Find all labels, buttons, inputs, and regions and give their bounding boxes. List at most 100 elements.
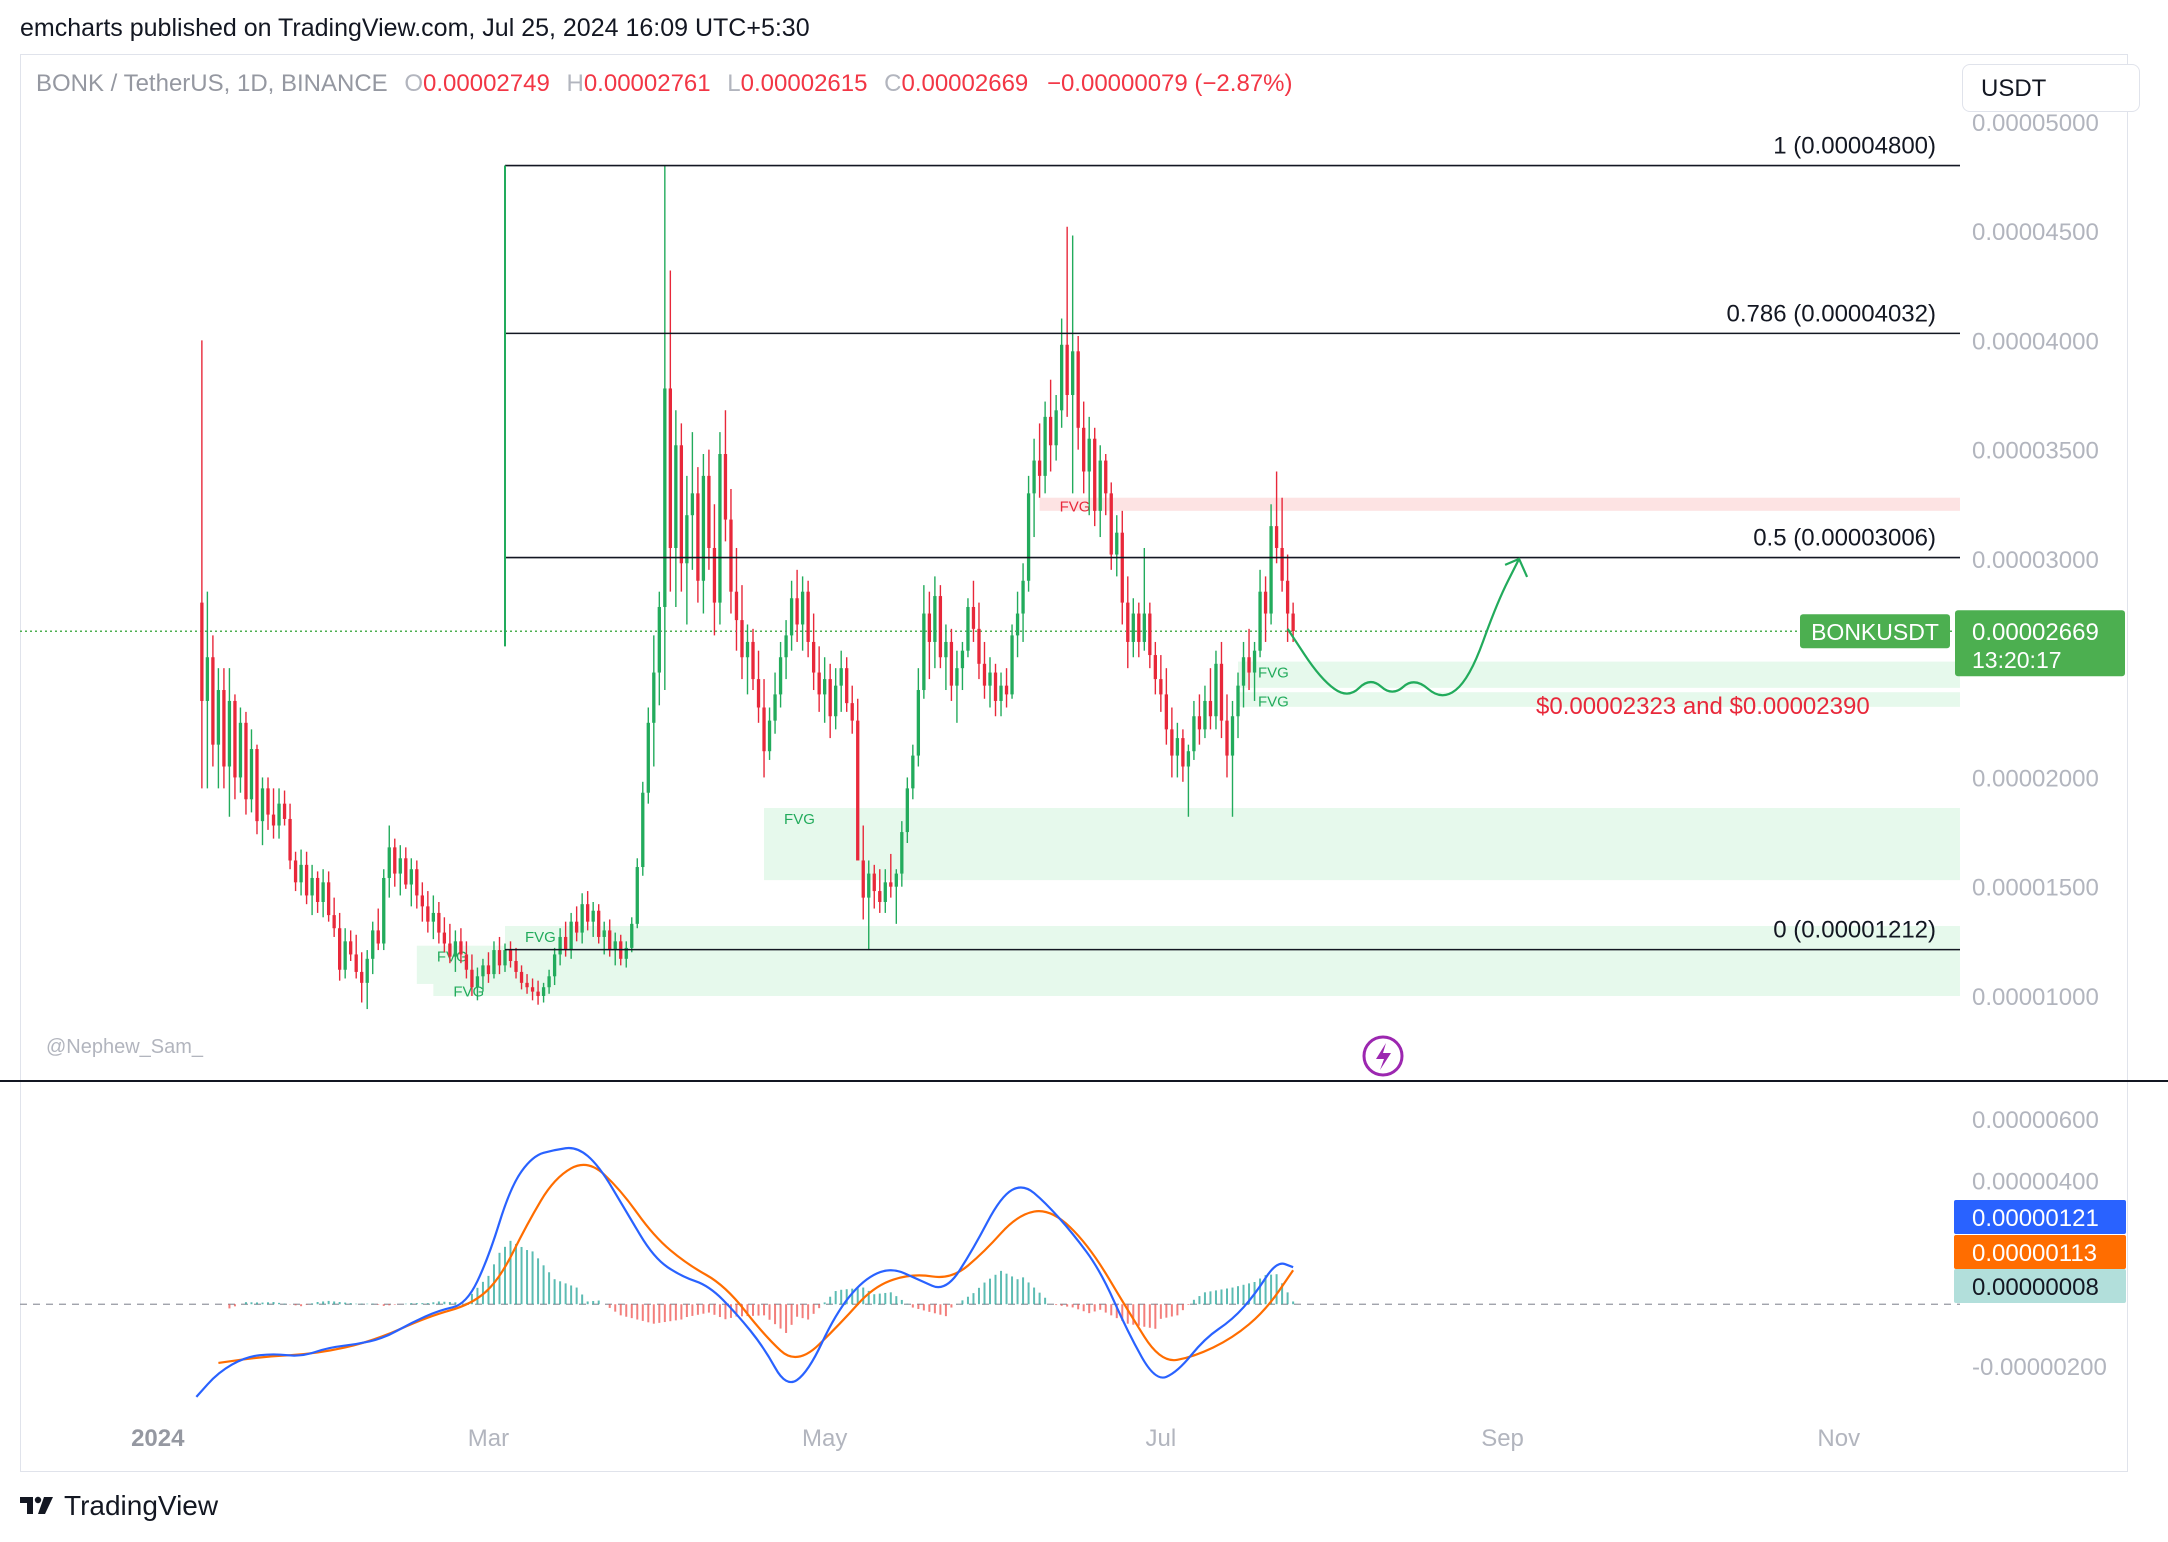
candle-body: [933, 596, 937, 642]
candle-body: [558, 936, 562, 955]
fvg-label: FVG: [453, 983, 484, 1000]
candle-body: [1093, 438, 1097, 511]
candle-body: [817, 672, 821, 695]
candle-body: [756, 679, 761, 708]
fvg-label: FVG: [784, 811, 815, 828]
candle-body: [1021, 580, 1025, 614]
macd-tick-label: 0.00000400: [1972, 1169, 2099, 1196]
candle-body: [988, 672, 992, 686]
candle-body: [1109, 493, 1113, 555]
candle-body: [1142, 613, 1146, 642]
candle-body: [459, 941, 463, 955]
tradingview-footer[interactable]: TradingView: [20, 1490, 218, 1522]
price-tick-label: 0.00003000: [1972, 547, 2099, 574]
candle-body: [778, 657, 783, 695]
macd-value-tag-text: 0.00000121: [1972, 1205, 2099, 1232]
fib-level-label: 0 (0.00001212): [1773, 917, 1936, 944]
price-pane: FVG FVG FVG FVG FVG FVG FVG 1 (0.00004800) 0.786…: [20, 133, 1961, 1077]
candle-body: [751, 641, 755, 680]
candle-body: [1236, 685, 1240, 717]
candle-body: [530, 987, 535, 992]
candle-body: [442, 932, 447, 944]
candle-body: [845, 668, 849, 704]
candle-body: [1186, 751, 1191, 767]
fvg-label: FVG: [437, 949, 468, 966]
x-tick-label: May: [802, 1425, 847, 1452]
candle-body: [1263, 591, 1268, 614]
candle-body: [1291, 613, 1295, 632]
fvg-label: FVG: [525, 929, 556, 946]
candle-body: [646, 722, 650, 793]
macd-value-tag: 0.00000121: [1954, 1200, 2126, 1234]
candle-body: [415, 869, 419, 896]
candle-body: [255, 749, 259, 822]
candle-body: [883, 882, 887, 902]
candle-body: [1230, 716, 1235, 756]
candle-body: [1054, 410, 1058, 446]
macd-value-tag: 0.00000008: [1954, 1269, 2126, 1303]
candle-body: [712, 547, 717, 603]
candle-body: [282, 803, 287, 819]
symbol-line: BONK / TetherUS, 1D, BINANCE: [36, 70, 388, 97]
candle-body: [453, 941, 458, 957]
candle-body: [514, 960, 518, 972]
candle-body: [955, 668, 959, 686]
candle-body: [834, 685, 838, 717]
fvg-zone: [1238, 661, 1960, 688]
candle-body: [448, 943, 452, 957]
fvg-label: FVG: [1060, 498, 1091, 515]
candle-body: [679, 445, 684, 564]
price-tag-countdown: 13:20:17: [1972, 647, 2062, 673]
projection-arrowhead: [1504, 557, 1529, 578]
candle-body: [900, 832, 904, 874]
ohlc-legend: BONK / TetherUS, 1D, BINANCE O0.00002749…: [36, 70, 1292, 98]
candle-body: [668, 388, 672, 548]
x-tick-label: Nov: [1817, 1425, 1860, 1452]
candle-body: [740, 620, 744, 658]
candle-body: [867, 873, 871, 898]
candle-body: [349, 941, 353, 955]
candle-body: [1252, 650, 1257, 673]
candle-body: [1219, 663, 1224, 721]
candle-body: [922, 613, 926, 691]
candle-body: [354, 954, 358, 972]
candle-body: [563, 936, 568, 951]
candle-body: [938, 596, 943, 658]
candle-body: [784, 635, 788, 658]
candle-body: [861, 860, 865, 898]
fvg-zone: [764, 808, 1960, 881]
candle-body: [1175, 738, 1180, 756]
candle-body: [486, 965, 491, 975]
candle-body: [1214, 663, 1218, 717]
candle-body: [360, 971, 364, 983]
candle-body: [591, 910, 595, 922]
candle-body: [437, 912, 441, 933]
candle-body: [431, 912, 436, 922]
candle-body: [222, 690, 226, 767]
candle-body: [1076, 351, 1080, 428]
candle-body: [541, 987, 546, 996]
candle-body: [630, 923, 634, 948]
fib-level-label: 0.786 (0.00004032): [1726, 300, 1936, 327]
candle-body: [503, 950, 507, 966]
currency-selector[interactable]: USDT: [1962, 64, 2140, 112]
fib-level-label: 0.5 (0.00003006): [1753, 525, 1936, 552]
high-value: 0.00002761: [583, 70, 711, 97]
candle-body: [1131, 613, 1135, 642]
candle-body: [525, 982, 529, 988]
footer-brand: TradingView: [64, 1490, 219, 1521]
x-tick-label: Mar: [468, 1425, 509, 1452]
candle-body: [1203, 700, 1207, 730]
price-tick-label: 0.00004500: [1972, 219, 2099, 246]
macd-value-tag-bg: [1954, 1235, 2126, 1269]
candle-body: [608, 930, 612, 951]
candle-body: [205, 657, 210, 701]
candle-body: [966, 606, 970, 651]
candle-body: [481, 965, 485, 977]
low-value: 0.00002615: [740, 70, 868, 97]
candle-body: [613, 941, 617, 951]
candle-body: [552, 954, 557, 977]
candle-body: [569, 921, 573, 951]
candle-body: [1197, 716, 1202, 730]
close-key: C: [884, 70, 902, 97]
